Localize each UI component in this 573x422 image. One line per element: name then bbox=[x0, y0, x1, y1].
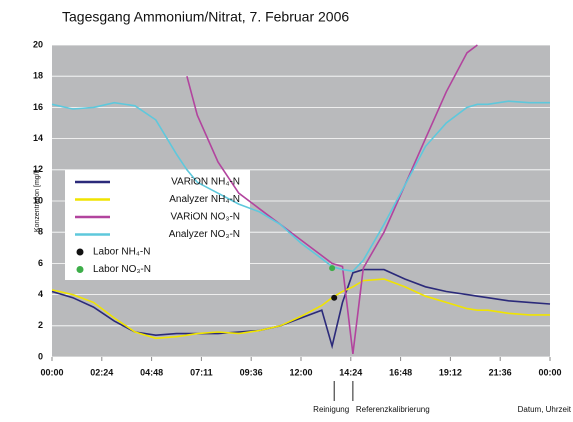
y-tick-label: 6 bbox=[38, 258, 43, 268]
x-tick-label: 07:11 bbox=[190, 367, 213, 377]
x-tick-label: 00:00 bbox=[40, 367, 63, 377]
y-tick-label: 0 bbox=[38, 351, 43, 361]
y-tick-label: 18 bbox=[33, 71, 43, 81]
series-line bbox=[51, 100, 550, 273]
legend-label: VARiON NO₃-N bbox=[171, 212, 240, 223]
y-tick-label: 2 bbox=[38, 320, 43, 330]
y-tick-label: 20 bbox=[33, 39, 43, 49]
y-tick-label: 10 bbox=[33, 195, 43, 205]
y-axis-label: Konzentration [mg/l] bbox=[34, 170, 41, 232]
x-tick-label: 14:24 bbox=[339, 367, 362, 377]
chart-title: Tagesgang Ammonium/Nitrat, 7. Februar 20… bbox=[62, 9, 349, 25]
annotation: Referenzkalibrierung bbox=[356, 405, 430, 414]
lab-point bbox=[329, 265, 336, 272]
legend-label: Labor NH₄-N bbox=[93, 247, 150, 258]
x-tick-label: 21:36 bbox=[489, 367, 512, 377]
lab-point bbox=[331, 294, 338, 301]
legend-label: Analyzer NO₃-N bbox=[169, 229, 240, 240]
x-tick-label: 00:00 bbox=[538, 367, 561, 377]
x-tick-label: 19:12 bbox=[439, 367, 462, 377]
x-axis-label: Datum, Uhrzeit bbox=[518, 405, 572, 414]
x-tick-label: 16:48 bbox=[389, 367, 412, 377]
annotation: Reinigung bbox=[313, 405, 349, 414]
series-line bbox=[51, 268, 551, 350]
legend-label: Analyzer NH₄-N bbox=[169, 194, 240, 205]
y-tick-label: 12 bbox=[33, 164, 43, 174]
series-line bbox=[186, 44, 478, 354]
y-tick-label: 16 bbox=[33, 102, 43, 112]
x-tick-label: 12:00 bbox=[289, 367, 312, 377]
y-tick-label: 4 bbox=[38, 289, 43, 299]
legend-label: VARiON NH₄-N bbox=[171, 177, 240, 188]
legend-swatch bbox=[76, 266, 84, 273]
x-tick-label: 04:48 bbox=[140, 367, 163, 377]
x-tick-label: 02:24 bbox=[90, 367, 113, 377]
legend-label: Labor NO₃-N bbox=[93, 264, 151, 275]
legend-box bbox=[65, 170, 250, 280]
y-tick-label: 14 bbox=[33, 133, 43, 143]
legend-swatch bbox=[76, 248, 84, 256]
y-tick-label: 8 bbox=[38, 227, 43, 237]
series-line bbox=[51, 278, 550, 340]
x-tick-label: 09:36 bbox=[240, 367, 263, 377]
